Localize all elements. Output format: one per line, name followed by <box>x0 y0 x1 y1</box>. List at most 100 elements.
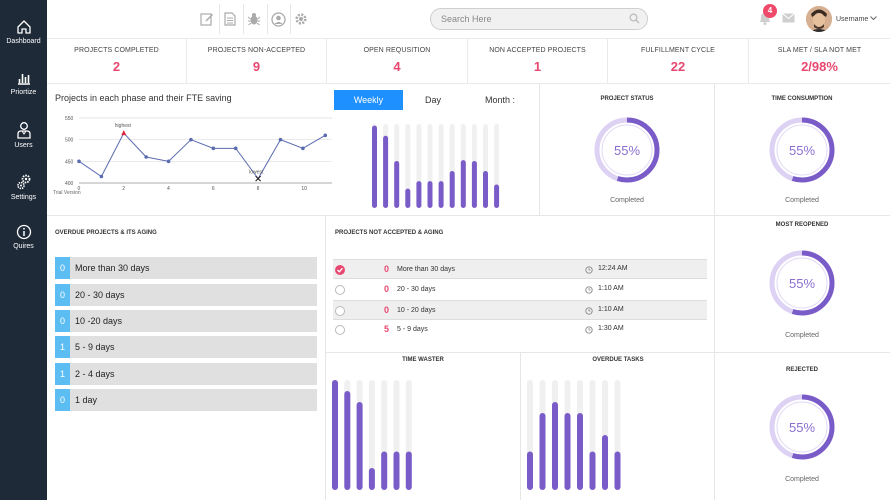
stat-fulfillment-cycle[interactable]: FULFILLMENT CYCLE 22 <box>608 39 749 83</box>
user-icon <box>16 122 31 139</box>
aging-row[interactable]: 1 5 - 9 days <box>55 336 317 358</box>
data-point <box>278 137 283 142</box>
sidebar-item-priortize[interactable]: Priortize <box>0 70 47 96</box>
list-item[interactable]: 0 More than 30 days 12:24 AM <box>333 259 707 279</box>
donut-inner-ring <box>776 257 828 309</box>
donut-arc <box>769 117 835 183</box>
rejected-donut: 55% <box>769 394 835 460</box>
x-tick-label: 10 <box>301 186 307 192</box>
bar <box>494 184 500 208</box>
username[interactable]: Username <box>836 16 878 23</box>
bar <box>416 181 422 208</box>
avatar[interactable] <box>806 6 832 32</box>
aging-count: 0 <box>55 257 70 279</box>
bar <box>614 451 621 490</box>
clock-icon <box>585 307 593 315</box>
bar <box>449 171 455 208</box>
divider <box>520 352 521 500</box>
list-item[interactable]: 5 5 - 9 days 1:30 AM <box>333 320 707 340</box>
sidebar-item-users[interactable]: Users <box>0 121 47 149</box>
aging-label: 20 - 30 days <box>75 290 125 300</box>
stat-projects-non-accepted[interactable]: PROJECTS NON-ACCEPTED 9 <box>187 39 327 83</box>
aging-label: 10 -20 days <box>75 316 123 326</box>
rejected-title: REJECTED <box>785 367 818 373</box>
tab-weekly[interactable]: Weekly <box>334 90 403 110</box>
divider <box>714 84 715 500</box>
highest-annotation: highest <box>115 123 132 129</box>
row-label: More than 30 days <box>397 266 455 273</box>
search-box <box>430 8 648 30</box>
aging-row[interactable]: 1 2 - 4 days <box>55 363 317 385</box>
bar <box>381 451 388 490</box>
bar <box>438 181 444 208</box>
tab-month[interactable]: Month : <box>484 95 515 105</box>
stat-value: 1 <box>533 59 542 74</box>
x-tick-label: 4 <box>167 186 170 192</box>
sidebar-item-settings[interactable]: Settings <box>0 173 47 201</box>
sidebar-item-dashboard[interactable]: Dashboard <box>0 19 47 45</box>
bar <box>405 451 412 490</box>
phase-line-chart: 400 450 500 550 0 2 4 6 8 10 highest lowest <box>65 116 332 192</box>
data-point <box>323 133 328 138</box>
document-button[interactable] <box>219 8 241 30</box>
stat-title: PROJECTS NON-ACCEPTED <box>207 47 306 54</box>
search-input[interactable] <box>441 12 621 26</box>
donut-arc <box>769 394 835 460</box>
x-tick-label: 6 <box>212 186 215 192</box>
aging-row[interactable]: 0 20 - 30 days <box>55 284 317 306</box>
row-count: 0 <box>384 284 390 294</box>
stat-open-requisition[interactable]: OPEN REQUSITION 4 <box>327 39 468 83</box>
stat-projects-completed[interactable]: PROJECTS COMPLETED 2 <box>47 39 187 83</box>
profile-button[interactable] <box>267 8 289 30</box>
sidebar-item-label: Priortize <box>10 89 37 96</box>
bar-track <box>405 124 411 208</box>
list-item[interactable]: 0 10 - 20 days 1:10 AM <box>333 300 707 320</box>
notification-badge: 4 <box>763 4 777 18</box>
time-consumption-title: TIME CONSUMPTION <box>771 96 833 102</box>
aging-row[interactable]: 0 10 -20 days <box>55 310 317 332</box>
document-icon <box>224 12 236 26</box>
stat-sla[interactable]: SLA MET / SLA NOT MET 2/98% <box>749 39 890 83</box>
search-icon[interactable] <box>629 13 640 24</box>
stat-value: 9 <box>252 59 261 74</box>
bar <box>552 402 558 490</box>
sidebar-item-label: Dashboard <box>6 38 41 45</box>
tab-day[interactable]: Day <box>424 95 441 105</box>
aging-label: 2 - 4 days <box>75 369 115 379</box>
profile-icon <box>270 11 286 27</box>
stat-title: OPEN REQUSITION <box>363 47 431 54</box>
bar <box>393 451 400 490</box>
divider <box>325 215 326 500</box>
donut-arc <box>594 117 660 183</box>
aging-count: 0 <box>55 310 70 332</box>
data-point <box>301 146 305 151</box>
gear-icon <box>295 13 307 25</box>
radio-button[interactable] <box>335 325 345 335</box>
time-waster-chart <box>332 380 412 490</box>
settings-button[interactable] <box>290 8 312 30</box>
edit-button[interactable] <box>196 8 218 30</box>
bar <box>460 160 466 208</box>
bar <box>394 160 400 208</box>
radio-button[interactable] <box>335 285 345 295</box>
bar <box>356 402 363 490</box>
bar <box>344 391 351 490</box>
aging-row[interactable]: 0 More than 30 days <box>55 257 317 279</box>
stat-title: NON ACCEPTED PROJECTS <box>489 47 586 54</box>
bug-button[interactable] <box>243 8 265 30</box>
radio-button[interactable] <box>335 265 345 275</box>
mail-icon[interactable] <box>782 13 795 23</box>
aging-row[interactable]: 0 1 day <box>55 389 317 411</box>
time-consumption-donut: 55% <box>769 117 835 183</box>
clock-icon <box>585 286 593 294</box>
list-item[interactable]: 0 20 - 30 days 1:10 AM <box>333 280 707 300</box>
row-time: 1:30 AM <box>598 325 624 332</box>
bar <box>427 181 433 208</box>
data-point <box>211 146 216 151</box>
radio-button[interactable] <box>335 306 345 316</box>
donut-caption: Completed <box>785 332 819 339</box>
stat-non-accepted-projects[interactable]: NON ACCEPTED PROJECTS 1 <box>468 39 608 83</box>
lowest-point-marker <box>255 175 262 182</box>
aging-count: 1 <box>55 336 70 358</box>
sidebar-item-quires[interactable]: Quires <box>0 224 47 250</box>
